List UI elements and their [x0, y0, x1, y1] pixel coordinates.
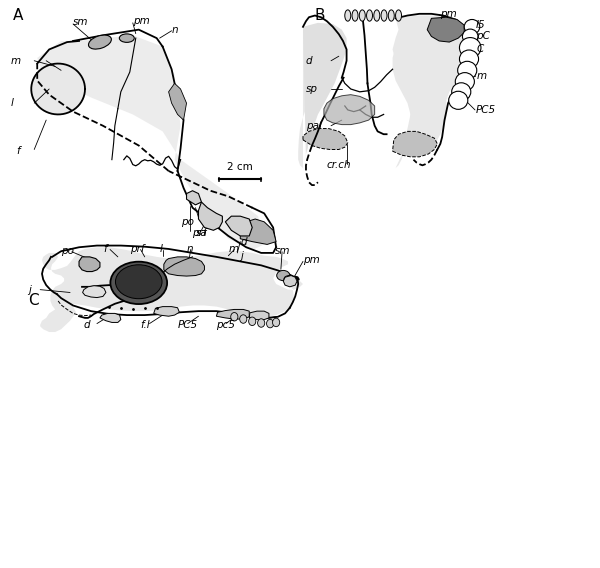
Polygon shape [37, 35, 264, 250]
Ellipse shape [272, 318, 280, 327]
Polygon shape [249, 311, 269, 320]
Text: 2 cm: 2 cm [227, 162, 253, 172]
Polygon shape [392, 15, 470, 155]
Text: j: j [28, 285, 31, 295]
Polygon shape [40, 247, 303, 332]
Ellipse shape [359, 10, 365, 21]
Ellipse shape [88, 35, 112, 49]
Polygon shape [154, 307, 179, 316]
Ellipse shape [239, 315, 247, 323]
Polygon shape [217, 310, 249, 319]
Text: PC5: PC5 [178, 320, 197, 329]
Text: l: l [10, 98, 13, 108]
Ellipse shape [367, 10, 373, 21]
Polygon shape [298, 24, 336, 168]
Text: n: n [172, 24, 178, 35]
Text: f.l: f.l [140, 320, 149, 329]
Text: C: C [476, 44, 484, 55]
Circle shape [464, 19, 480, 34]
Circle shape [449, 91, 468, 110]
Polygon shape [303, 23, 347, 160]
Ellipse shape [231, 312, 238, 321]
Text: B: B [315, 8, 325, 23]
Text: d: d [306, 56, 313, 66]
Text: PC5: PC5 [476, 105, 496, 115]
Polygon shape [303, 128, 348, 149]
Circle shape [463, 29, 478, 44]
Text: f: f [16, 146, 20, 156]
Text: f: f [103, 244, 107, 254]
Polygon shape [169, 83, 187, 120]
Polygon shape [240, 219, 276, 244]
Text: pc5: pc5 [217, 320, 235, 329]
Ellipse shape [110, 262, 167, 304]
Text: m: m [10, 56, 20, 66]
Polygon shape [187, 191, 202, 205]
Polygon shape [31, 64, 85, 114]
Ellipse shape [345, 10, 351, 21]
Text: I5: I5 [476, 20, 486, 30]
Ellipse shape [395, 10, 401, 21]
Polygon shape [283, 275, 297, 287]
Text: pm: pm [133, 16, 149, 26]
Ellipse shape [115, 265, 162, 299]
Text: sa: sa [196, 228, 207, 238]
Text: pm: pm [303, 255, 320, 265]
Polygon shape [164, 257, 205, 276]
Polygon shape [79, 257, 100, 272]
Ellipse shape [352, 10, 358, 21]
Ellipse shape [248, 317, 256, 325]
Text: sm: sm [73, 17, 89, 27]
Text: l: l [160, 244, 163, 254]
Circle shape [458, 61, 477, 80]
Text: prf: prf [193, 228, 207, 238]
Text: d: d [84, 320, 91, 329]
Text: prf: prf [130, 244, 144, 254]
Ellipse shape [374, 10, 380, 21]
Text: A: A [13, 8, 24, 23]
Polygon shape [199, 202, 223, 230]
Polygon shape [392, 18, 461, 168]
Polygon shape [100, 314, 121, 323]
Text: m: m [476, 71, 487, 81]
Ellipse shape [257, 319, 265, 327]
Circle shape [460, 37, 481, 58]
Polygon shape [392, 131, 437, 157]
Text: po: po [61, 246, 74, 256]
Ellipse shape [119, 34, 134, 43]
Text: sm: sm [275, 246, 290, 256]
Ellipse shape [388, 10, 394, 21]
Ellipse shape [284, 275, 295, 283]
Text: pal: pal [306, 121, 322, 131]
Polygon shape [427, 17, 464, 42]
Text: j: j [240, 250, 243, 261]
Ellipse shape [381, 10, 387, 21]
Text: pC: pC [476, 31, 490, 41]
Text: po: po [181, 217, 194, 227]
Text: d: d [240, 237, 247, 247]
Ellipse shape [266, 319, 274, 328]
Circle shape [455, 73, 475, 91]
Circle shape [460, 50, 479, 68]
Text: n: n [187, 244, 193, 254]
Text: pm: pm [440, 9, 457, 19]
Text: m: m [229, 244, 238, 254]
Text: C: C [28, 294, 39, 308]
Polygon shape [324, 95, 374, 124]
Circle shape [452, 83, 471, 101]
Polygon shape [83, 286, 106, 298]
Polygon shape [226, 216, 252, 236]
Text: cr.ch: cr.ch [327, 160, 352, 170]
Ellipse shape [277, 270, 290, 281]
Text: sp: sp [306, 84, 318, 94]
